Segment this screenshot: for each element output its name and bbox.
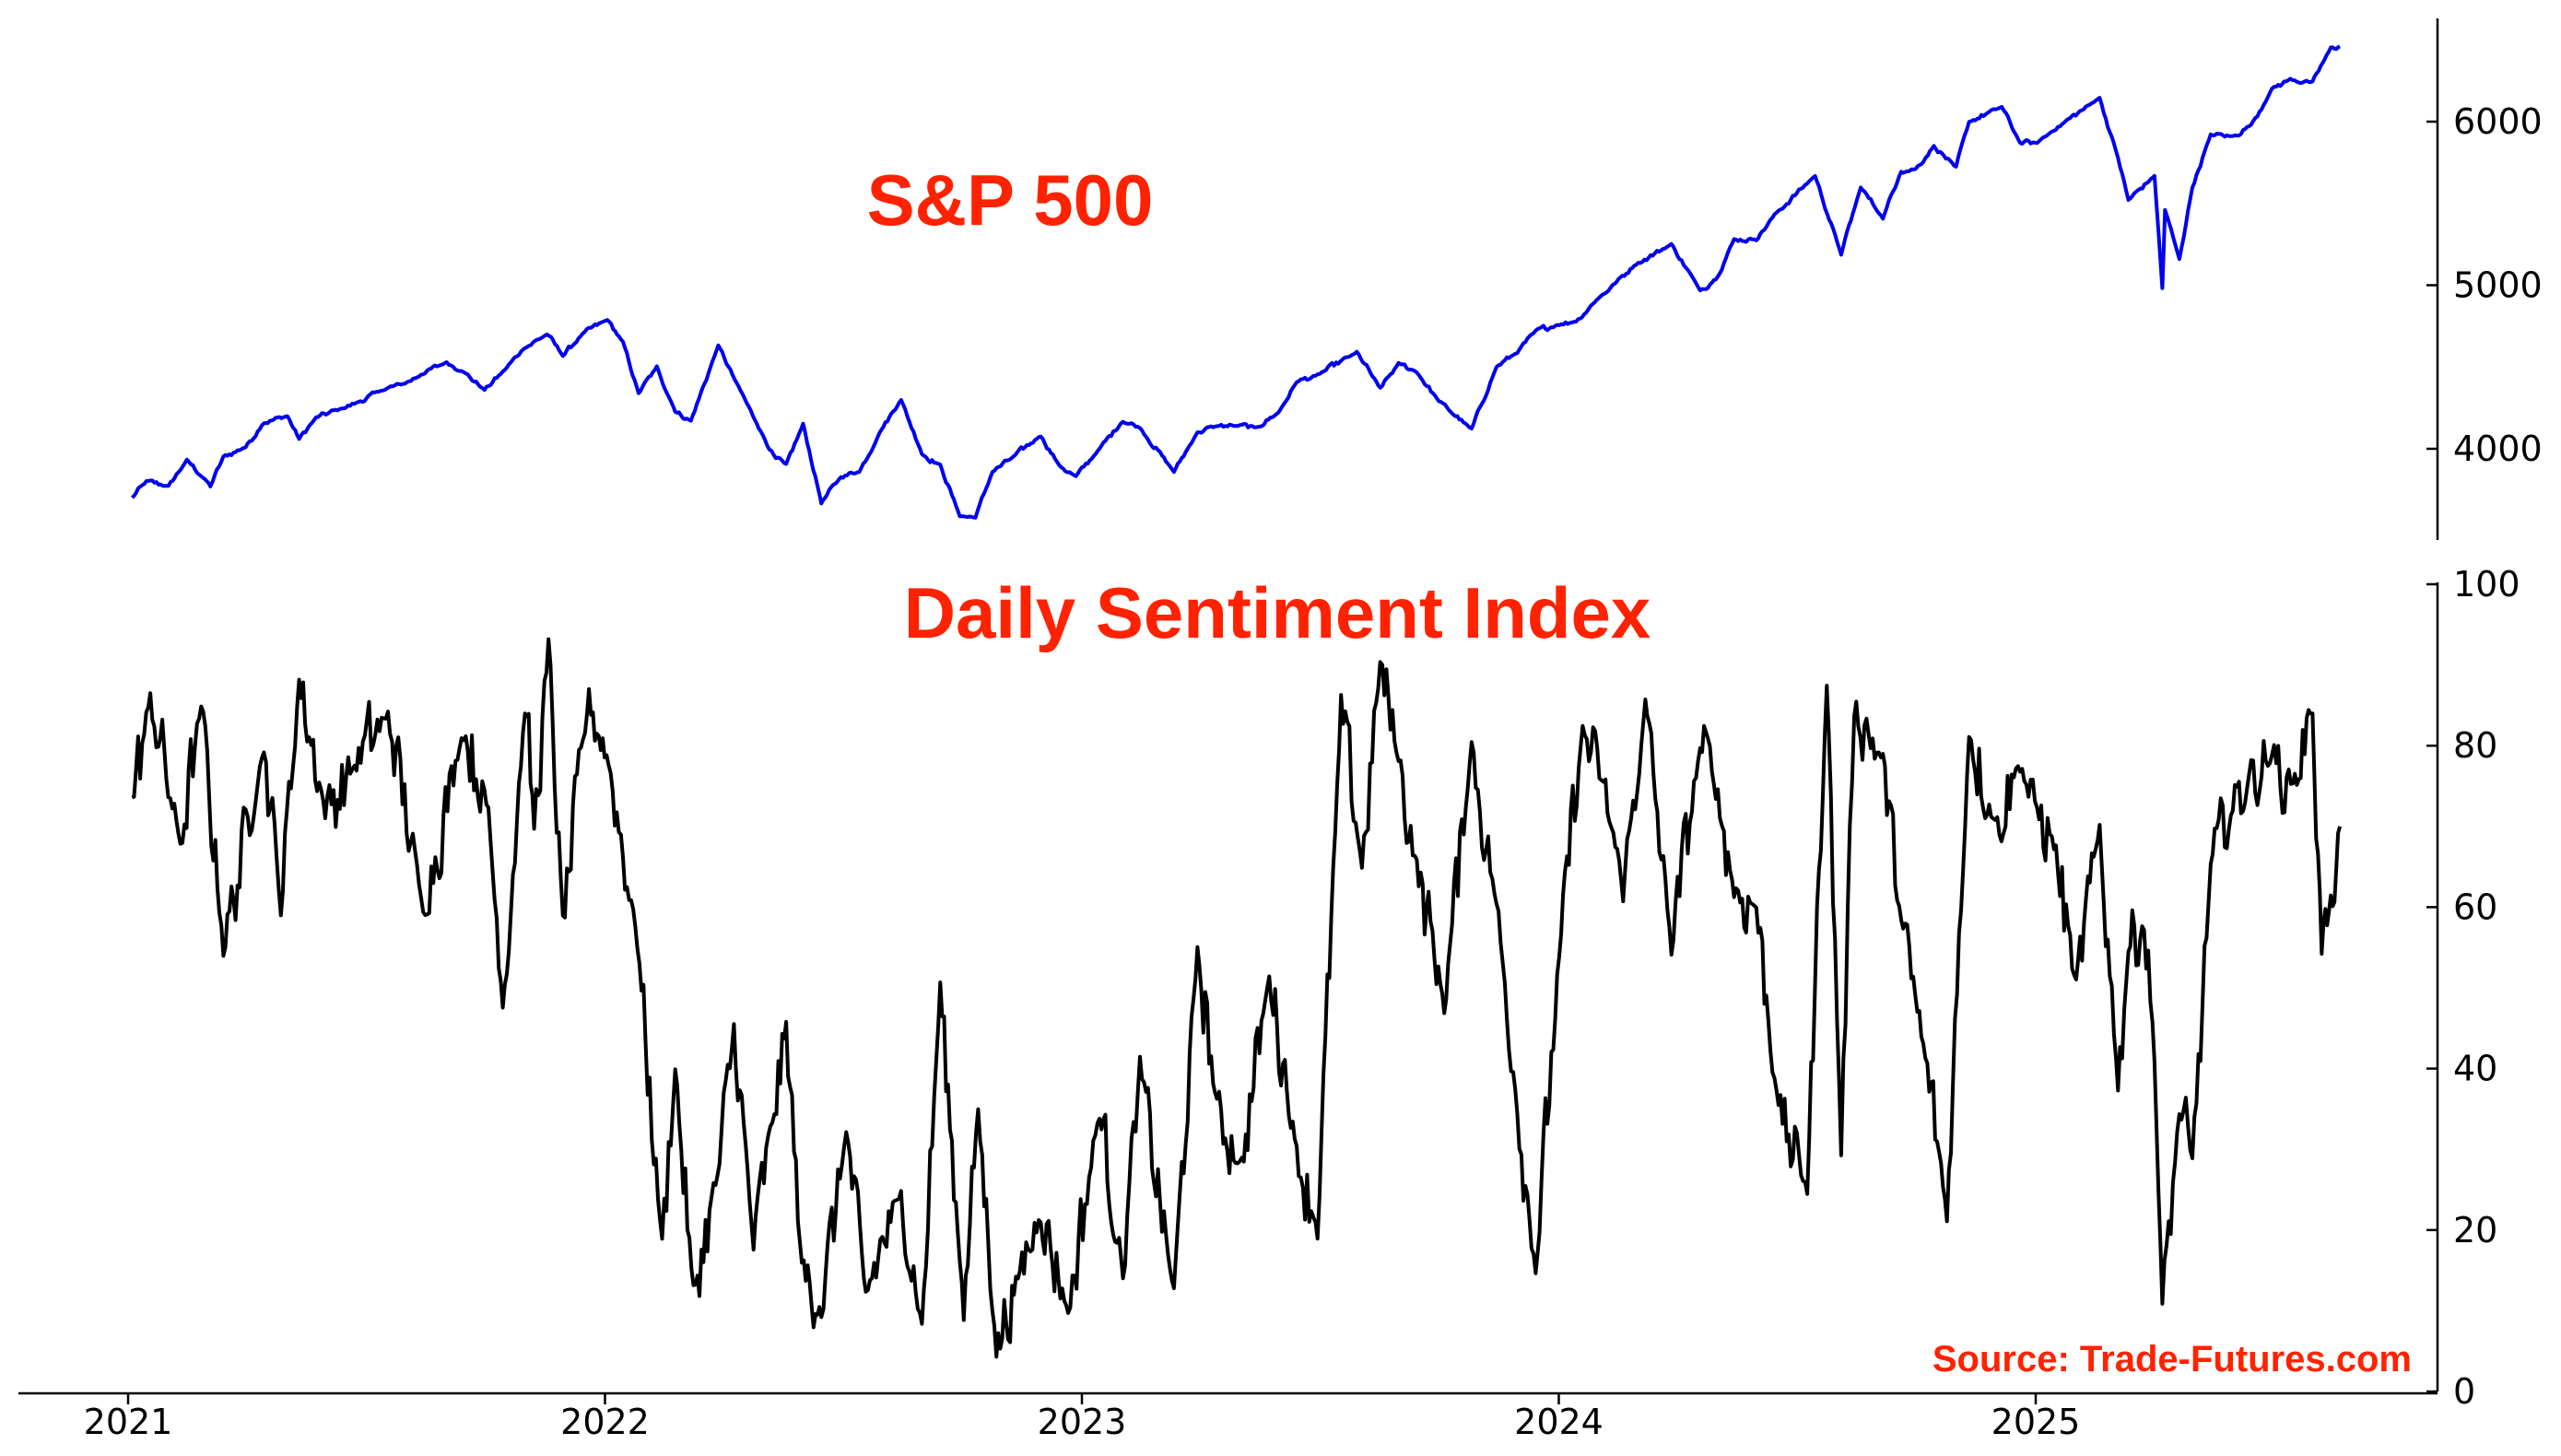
x-tick-label: 2021 [84, 1402, 173, 1442]
sp500-y-ticks: 4000 5000 6000 [2426, 101, 2543, 469]
dsi-y-tick-label: 40 [2453, 1049, 2497, 1089]
x-tick-label: 2022 [560, 1402, 650, 1442]
x-tick-label: 2025 [1991, 1402, 2081, 1442]
sp500-panel: S&P 500 4000 5000 6000 [130, 18, 2543, 540]
sp500-y-tick-label: 6000 [2453, 101, 2543, 142]
dsi-series-line [131, 637, 2343, 1359]
sp500-series-line [130, 44, 2341, 520]
dsi-y-tick-label: 60 [2453, 887, 2497, 927]
x-tick-label: 2023 [1038, 1402, 1127, 1442]
x-axis-ticks: 2021 2022 2023 2024 2025 [84, 1393, 2081, 1442]
sp500-title: S&P 500 [867, 159, 1154, 241]
dsi-y-tick-label: 0 [2453, 1371, 2475, 1412]
sp500-y-tick-label: 5000 [2453, 265, 2543, 306]
source-credit: Source: Trade-Futures.com [1932, 1339, 2412, 1380]
dsi-y-tick-label: 20 [2453, 1210, 2497, 1251]
dsi-y-ticks: 0 20 40 60 80 100 [2426, 564, 2520, 1412]
x-tick-label: 2024 [1514, 1402, 1604, 1442]
dsi-title: Daily Sentiment Index [904, 572, 1651, 653]
dsi-y-tick-label: 100 [2453, 564, 2520, 605]
dsi-y-tick-label: 80 [2453, 725, 2497, 766]
sp500-y-tick-label: 4000 [2453, 429, 2543, 469]
